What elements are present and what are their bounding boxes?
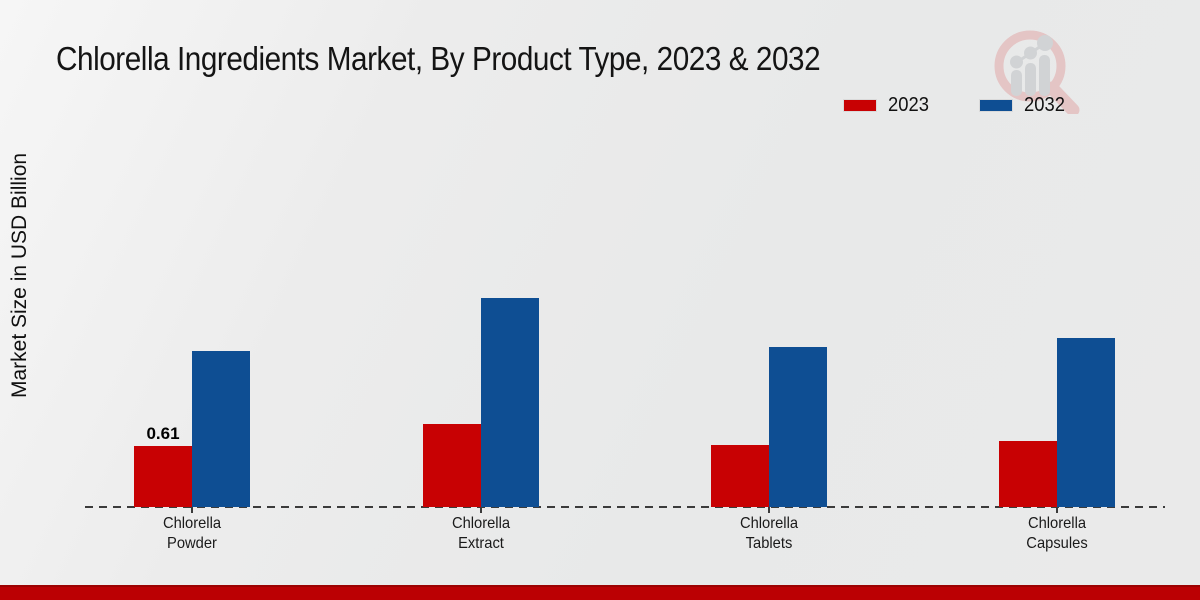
footer-accent-bar [0, 585, 1200, 600]
bar-2023-2 [711, 445, 769, 507]
bar-2023-0 [134, 446, 192, 507]
x-axis-baseline [85, 506, 1165, 508]
legend: 2023 2032 [843, 94, 1068, 117]
category-label-3: Chlorella Capsules [1026, 515, 1088, 552]
legend-item-2032: 2032 [978, 94, 1069, 117]
y-axis-label: Market Size in USD Billion [8, 152, 31, 398]
bar-2032-3 [1057, 338, 1115, 507]
x-axis-tick [480, 507, 482, 513]
chart-title: Chlorella Ingredients Market, By Product… [56, 40, 821, 77]
category-label-0: Chlorella Powder [162, 515, 222, 552]
legend-label-2023: 2023 [888, 94, 929, 116]
bar-2032-2 [769, 347, 827, 507]
legend-label-2032: 2032 [1023, 94, 1065, 116]
bar-2032-1 [481, 298, 539, 507]
bar-2032-0 [192, 351, 250, 507]
x-axis-tick [1056, 507, 1058, 513]
x-axis-tick [191, 507, 193, 513]
bar-value-label: 0.61 [146, 424, 180, 443]
x-axis-tick [768, 507, 770, 513]
category-label-1: Chlorella Extract [451, 515, 511, 552]
bar-2023-3 [999, 441, 1057, 507]
legend-item-2023: 2023 [843, 94, 933, 117]
category-label-2: Chlorella Tablets [739, 515, 799, 552]
bar-2023-1 [423, 424, 481, 507]
legend-swatch-2032 [978, 99, 1013, 112]
legend-swatch-2023 [843, 99, 877, 112]
magnifier-chart-logo-icon [994, 30, 1080, 114]
